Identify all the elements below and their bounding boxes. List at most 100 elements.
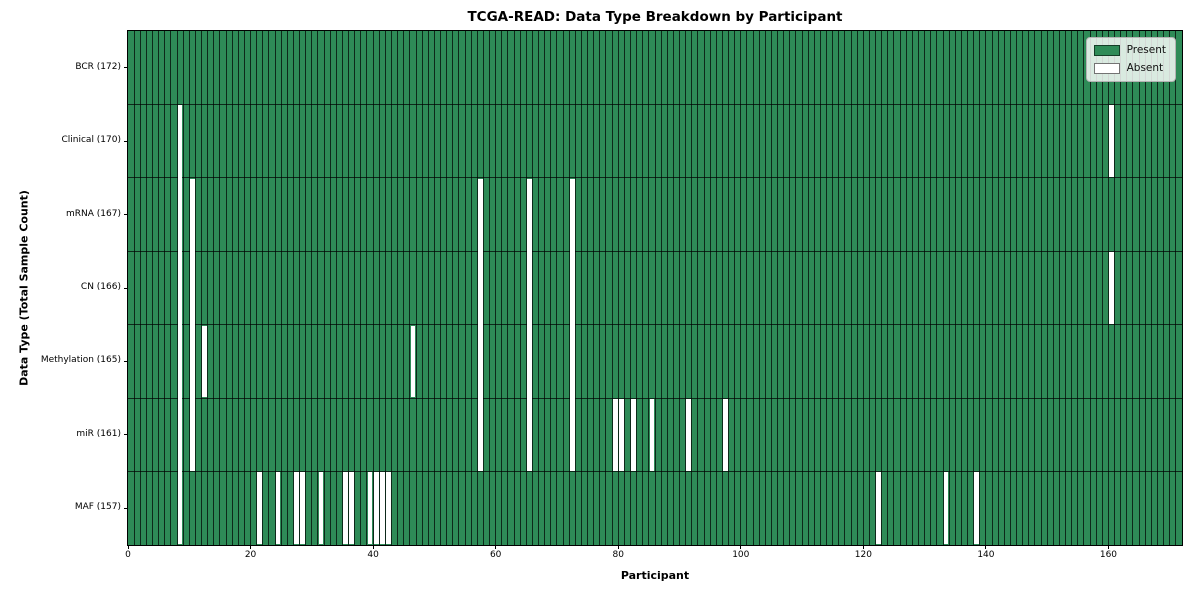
participant-gridline [783,31,785,545]
participant-gridline [458,31,460,545]
y-tick [124,214,128,216]
participant-gridline [587,31,589,545]
participant-gridline [360,31,362,545]
absent-segment [723,399,728,471]
participant-gridline [1163,31,1165,545]
participant-gridline [1156,31,1158,545]
participant-gridline [513,31,515,545]
x-tick-label: 40 [367,550,379,560]
x-tick-label: 160 [1099,550,1118,560]
participant-gridline [611,31,613,545]
participant-gridline [1138,31,1140,545]
chart-title: TCGA-READ: Data Type Breakdown by Partic… [467,9,843,25]
absent-segment [631,399,636,471]
participant-gridline [280,31,282,545]
absent-segment [1109,105,1114,177]
participant-gridline [317,31,319,545]
participant-gridline [544,31,546,545]
heatmap-plot-area: Present Absent [128,31,1182,545]
participant-gridline [1120,31,1122,545]
participant-gridline [556,31,558,545]
participant-gridline [470,31,472,545]
participant-gridline [1089,31,1091,545]
absent-segment [294,472,299,545]
x-tick [127,545,129,549]
participant-gridline [476,31,478,545]
participant-gridline [525,31,527,545]
participant-gridline [176,31,178,545]
participant-gridline [1132,31,1134,545]
participant-gridline [274,31,276,545]
y-tick-label: miR (161) [76,428,121,439]
participant-gridline [985,31,987,545]
participant-gridline [1028,31,1030,545]
absent-segment [373,472,379,545]
y-tick [124,67,128,69]
participant-gridline [354,31,356,545]
x-tick-label: 100 [732,550,750,560]
absent-segment [202,325,207,398]
participant-gridline [648,31,650,545]
absent-segment [379,472,385,545]
absent-swatch [1093,63,1120,74]
participant-gridline [335,31,337,545]
participant-gridline [231,31,233,545]
participant-gridline [636,31,638,545]
legend-item-absent: Absent [1093,62,1166,75]
participant-gridline [924,31,926,545]
participant-gridline [844,31,846,545]
participant-gridline [777,31,779,545]
participant-gridline [679,31,680,545]
participant-gridline [519,31,521,545]
absent-segment [1109,252,1114,324]
participant-gridline [1095,31,1097,545]
participant-gridline [384,31,386,545]
participant-gridline [801,31,803,545]
participant-gridline [427,31,429,545]
y-tick [124,360,128,362]
participant-gridline [715,31,717,545]
participant-gridline [145,31,147,545]
absent-segment [974,472,980,545]
participant-gridline [826,31,828,545]
participant-gridline [213,31,215,545]
participant-gridline [446,31,448,545]
y-tick-label: mRNA (167) [66,208,121,219]
row-boundary-line [128,471,1182,473]
participant-gridline [764,31,766,545]
participant-gridline [1009,31,1011,545]
legend-label-absent: Absent [1126,62,1164,74]
absent-segment [649,399,655,471]
x-tick [495,545,497,549]
participant-gridline [746,31,748,545]
participant-gridline [1058,31,1060,545]
participant-gridline [329,31,331,545]
participant-gridline [642,31,644,545]
participant-gridline [672,31,674,545]
participant-gridline [139,31,141,545]
absent-segment [257,472,263,545]
participant-gridline [911,31,913,545]
participant-gridline [170,31,172,545]
participant-gridline [948,31,950,545]
participant-gridline [599,31,601,545]
participant-gridline [1016,31,1018,545]
y-tick-label: BCR (172) [75,61,121,72]
participant-gridline [1052,31,1054,545]
participant-gridline [691,31,693,545]
participant-gridline [593,31,595,545]
y-tick [124,140,128,142]
absent-segment [569,178,575,471]
participant-gridline [299,31,301,545]
absent-segment [275,472,281,545]
absent-segment [618,399,624,471]
participant-gridline [954,31,956,545]
y-tick-label: MAF (157) [74,502,121,513]
participant-gridline [660,31,662,545]
absent-segment [300,472,305,545]
participant-gridline [721,31,723,545]
participant-gridline [819,31,821,545]
participant-gridline [482,31,484,545]
participant-gridline [391,31,392,545]
